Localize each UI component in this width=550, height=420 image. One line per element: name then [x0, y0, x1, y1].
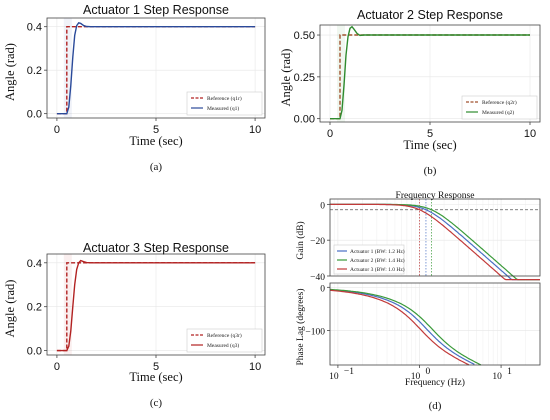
gain-axis-label: Gain (dB) [295, 221, 306, 259]
y-tick-label: 0.25 [294, 72, 315, 84]
panel-a: 0 5 10 0.0 0.2 0.4 Actuator 1 Step Response Tim… [3, 3, 266, 173]
y-tick-label: 0.2 [27, 65, 42, 77]
legend-label: Actuator 3 (BW: 1.0 Hz) [350, 266, 405, 273]
panel-c: 0 5 10 0.0 0.2 0.4 Actuator 3 Step Response Tim… [3, 241, 266, 409]
caption: (c) [150, 397, 163, 409]
y-tick-label: 0 [320, 284, 325, 294]
y-tick-label: 0.00 [294, 114, 315, 126]
y-axis-label: Angle (rad) [3, 280, 17, 338]
x-tick-label: 10 [492, 372, 502, 382]
y-tick-label: 0.4 [27, 22, 42, 34]
phase-curve [329, 289, 470, 366]
panel-b: 0 5 10 0.00 0.25 0.50 Actuator 2 Step Response… [279, 8, 541, 177]
x-tick-label: 0 [54, 124, 60, 136]
legend-box [186, 328, 263, 353]
y-tick-label: −40 [310, 273, 325, 283]
y-tick-label: −20 [310, 237, 325, 247]
transition-band [63, 254, 72, 355]
x-tick-label: 5 [153, 124, 159, 136]
x-tick-exponent: 1 [507, 367, 512, 377]
x-tick-label: 10 [329, 372, 339, 382]
chart-title: Actuator 1 Step Response [83, 3, 229, 17]
gain-frame [329, 198, 541, 277]
y-axis-label: Angle (rad) [279, 49, 293, 107]
measured-line [330, 25, 530, 120]
y-tick-label: 0.0 [27, 346, 42, 358]
caption: (b) [424, 165, 437, 177]
x-axis-label: Time (sec) [129, 134, 182, 148]
x-axis-label: Time (sec) [129, 370, 182, 384]
transition-band [337, 25, 345, 122]
x-tick-exponent: −1 [344, 367, 354, 377]
y-axis-label: Angle (rad) [3, 43, 17, 101]
x-tick-label: 10 [249, 361, 261, 373]
y-tick-label: 0.4 [27, 258, 42, 270]
y-tick-label: 0.0 [27, 109, 42, 121]
y-tick-label: 0 [320, 201, 325, 211]
y-tick-label: 0.50 [294, 30, 315, 42]
measured-line [56, 21, 256, 115]
x-axis-label: Frequency (Hz) [405, 377, 465, 388]
x-tick-label: 5 [153, 361, 159, 373]
legend-box [186, 91, 263, 116]
y-tick-label: 0.2 [27, 302, 42, 314]
measured-line [56, 259, 256, 352]
legend-label: Measured (q1) [207, 105, 239, 112]
chart-title: Frequency Response [396, 191, 475, 201]
legend-box [461, 95, 538, 120]
legend-label: Reference (q2r) [482, 99, 517, 106]
panel-d: 0 −20 −40 Gain (dB) Actuator 1 (BW: 1.2 Hz) A… [295, 191, 541, 412]
legend-label: Actuator 2 (BW: 1.4 Hz) [350, 257, 405, 264]
x-tick-label: 0 [327, 128, 333, 140]
gain-curve [330, 203, 540, 281]
chart-title: Actuator 3 Step Response [83, 241, 229, 255]
chart-title: Actuator 2 Step Response [357, 8, 503, 22]
caption: (d) [429, 400, 442, 412]
phase-axis-label: Phase Lag (degrees) [295, 288, 306, 365]
legend-label: Measured (q2) [482, 109, 514, 116]
x-tick-label: 10 [249, 124, 261, 136]
x-tick-label: 5 [427, 128, 433, 140]
legend-label: Measured (q3) [207, 342, 239, 349]
x-tick-exponent: 0 [425, 367, 430, 377]
legend-label: Reference (q3r) [207, 332, 242, 339]
x-axis-label: Time (sec) [403, 138, 456, 152]
phase-frame [329, 282, 541, 366]
x-tick-label: 0 [54, 361, 60, 373]
legend-label: Reference (q1r) [207, 95, 242, 102]
caption: (a) [150, 161, 163, 173]
x-tick-label: 10 [524, 128, 536, 140]
legend-label: Actuator 1 (BW: 1.2 Hz) [350, 248, 405, 255]
x-tick-label: 10 [411, 372, 421, 382]
y-tick-label: −100 [305, 327, 325, 337]
phase-curve [329, 288, 482, 366]
phase-curve [329, 289, 475, 365]
transition-band [63, 18, 72, 118]
